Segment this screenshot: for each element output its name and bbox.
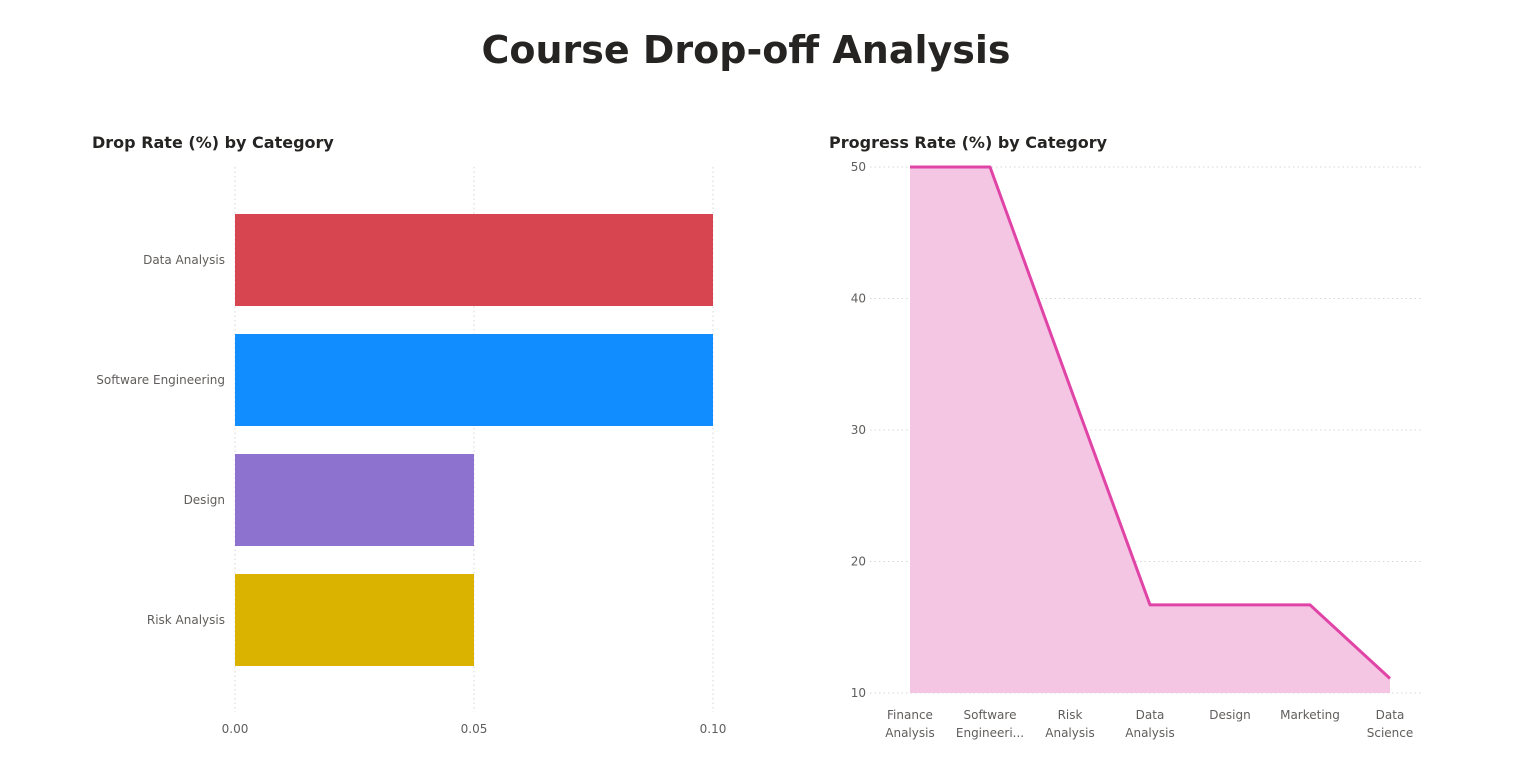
x-category-label: Risk Analysis bbox=[1045, 708, 1094, 740]
x-category-label-line: Engineeri... bbox=[956, 726, 1024, 740]
y-category-label: Design bbox=[184, 493, 225, 507]
bar-software-engineering bbox=[235, 334, 713, 426]
x-category-label: Finance Analysis bbox=[885, 708, 934, 740]
y-tick-label: 30 bbox=[851, 423, 866, 437]
y-tick-label: 40 bbox=[851, 292, 866, 306]
x-category-label-line: Software bbox=[964, 708, 1017, 722]
x-category-label-line: Design bbox=[1209, 708, 1250, 722]
bar-data-analysis bbox=[235, 214, 713, 306]
y-tick-label: 50 bbox=[851, 160, 866, 174]
progress-rate-chart-title: Progress Rate (%) by Category bbox=[829, 133, 1108, 152]
y-tick-label: 20 bbox=[851, 555, 866, 569]
x-category-label: Design bbox=[1209, 708, 1250, 722]
bar-risk-analysis bbox=[235, 574, 474, 666]
x-tick-label: 0.05 bbox=[461, 722, 488, 736]
page-title: Course Drop-off Analysis bbox=[481, 28, 1011, 72]
x-category-label-line: Analysis bbox=[1045, 726, 1094, 740]
x-category-label-line: Analysis bbox=[885, 726, 934, 740]
x-category-label-line: Marketing bbox=[1280, 708, 1340, 722]
x-category-label-line: Science bbox=[1367, 726, 1414, 740]
x-category-label-line: Risk bbox=[1058, 708, 1083, 722]
y-category-label: Software Engineering bbox=[96, 373, 225, 387]
x-category-label-line: Analysis bbox=[1125, 726, 1174, 740]
y-category-label: Data Analysis bbox=[143, 253, 225, 267]
drop-rate-bar-chart: 0.00 0.05 0.10 Data Analysis Software Engine… bbox=[96, 167, 727, 736]
x-tick-label: 0.00 bbox=[222, 722, 249, 736]
x-category-label: Data Science bbox=[1367, 708, 1414, 740]
progress-area-fill bbox=[910, 167, 1390, 693]
x-category-label: Software Engineeri... bbox=[956, 708, 1024, 740]
x-category-label: Data Analysis bbox=[1125, 708, 1174, 740]
x-category-label-line: Data bbox=[1376, 708, 1405, 722]
x-category-label-line: Data bbox=[1136, 708, 1165, 722]
x-category-label-line: Finance bbox=[887, 708, 933, 722]
x-tick-label: 0.10 bbox=[700, 722, 727, 736]
x-category-label: Marketing bbox=[1280, 708, 1340, 722]
y-category-label: Risk Analysis bbox=[147, 613, 225, 627]
drop-rate-chart-title: Drop Rate (%) by Category bbox=[92, 133, 334, 152]
y-tick-label: 10 bbox=[851, 686, 866, 700]
bar-design bbox=[235, 454, 474, 546]
